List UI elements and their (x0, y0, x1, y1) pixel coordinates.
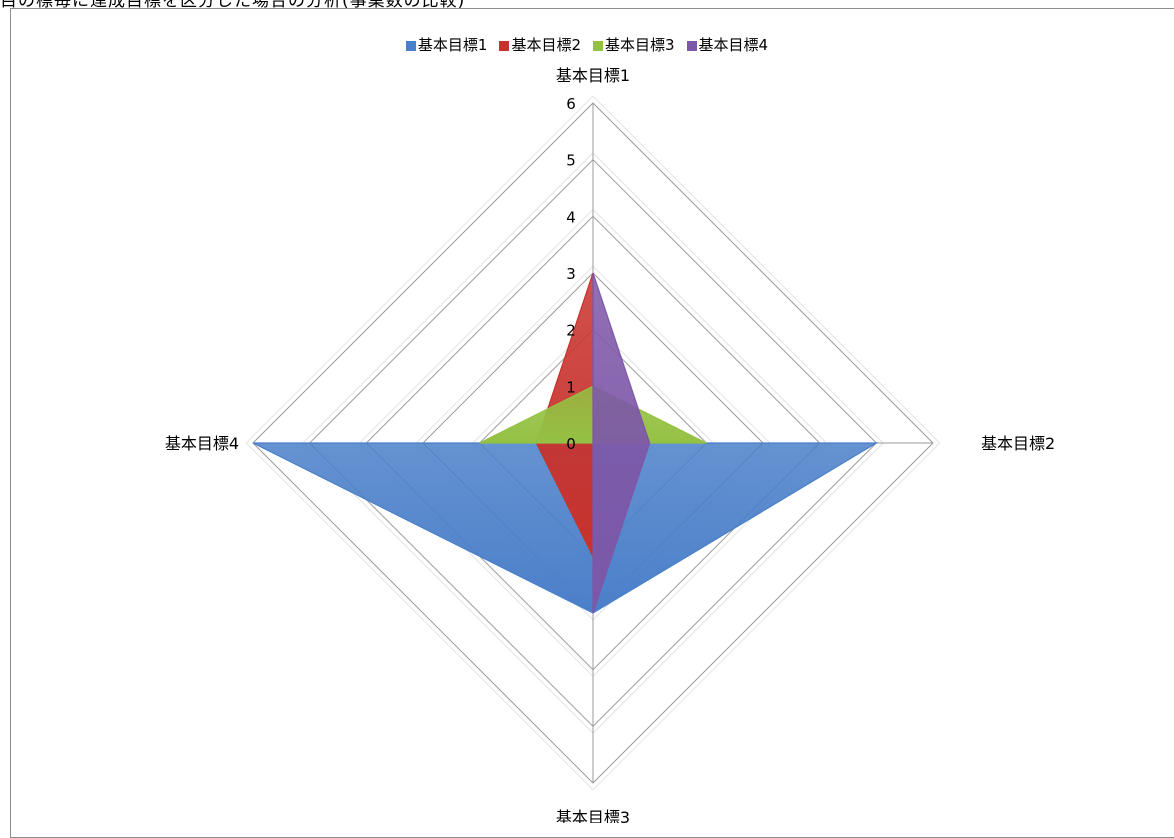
tick-label: 4 (566, 208, 576, 226)
tick-label: 2 (566, 322, 576, 340)
legend-label: 基本目標2 (511, 36, 581, 54)
legend-label: 基本目標1 (417, 36, 488, 54)
legend-item: 基本目標3 (593, 34, 675, 55)
axis-label: 基本目標4 (165, 434, 239, 453)
tick-label: 5 (566, 152, 576, 170)
legend-item: 基本目標1 (405, 34, 488, 55)
tick-label: 3 (566, 265, 576, 283)
cut-off-header: 目の標毎に達成目標を区分した場合の分析(事業数の比較) (0, 0, 520, 9)
tick-label: 0 (566, 435, 576, 453)
axis-label: 基本目標3 (556, 808, 630, 823)
chart-legend: 基本目標1 基本目標2 基本目標3 基本目標4 (0, 34, 1174, 55)
legend-swatch (593, 41, 603, 51)
legend-swatch (686, 41, 697, 51)
axis-label: 基本目標2 (981, 434, 1055, 453)
axis-label: 基本目標1 (556, 66, 630, 85)
tick-label: 1 (566, 378, 576, 396)
legend-label: 基本目標3 (605, 36, 675, 54)
legend-item: 基本目標4 (686, 34, 769, 55)
legend-label: 基本目標4 (698, 36, 769, 54)
tick-label: 6 (566, 95, 576, 113)
legend-item: 基本目標2 (499, 34, 581, 55)
legend-swatch (405, 41, 416, 51)
legend-swatch (499, 41, 510, 51)
series-polygon-4 (592, 272, 651, 614)
cut-off-header-text: 目の標毎に達成目標を区分した場合の分析(事業数の比較) (0, 0, 465, 9)
grid-ring-shadow (245, 95, 941, 791)
